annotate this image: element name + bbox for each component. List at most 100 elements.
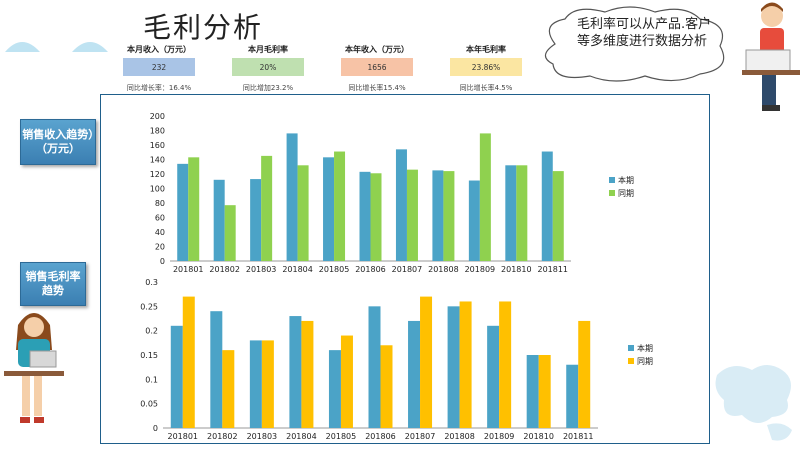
x-tick-label: 201804 (282, 265, 313, 274)
kpi-sub: 同比增加23.2% (242, 84, 294, 92)
y-tick-label: 0 (160, 257, 165, 266)
bar-previous (552, 171, 564, 261)
x-tick-label: 201809 (484, 432, 515, 441)
bar-current (170, 325, 183, 428)
legend-swatch (609, 190, 615, 196)
x-tick-label: 201803 (246, 265, 277, 274)
x-tick-label: 201810 (523, 432, 554, 441)
bar-current (177, 163, 189, 261)
x-tick-label: 201806 (355, 265, 386, 274)
bar-previous (297, 165, 309, 261)
bar-current (541, 151, 553, 261)
bar-current (289, 316, 302, 428)
kpi-sub: 同比增长率：16.4% (126, 84, 192, 92)
kpi-value: 1656 (341, 58, 413, 76)
x-tick-label: 201801 (173, 265, 204, 274)
bar-previous (340, 335, 353, 428)
bar-current (566, 364, 579, 428)
y-tick-label: 40 (155, 228, 165, 237)
bar-current (368, 306, 381, 428)
kpi-label: 本年收入（万元） (345, 45, 409, 54)
thought-cloud (544, 6, 725, 82)
y-tick-label: 60 (155, 214, 165, 223)
y-tick-label: 180 (150, 127, 165, 136)
page-title: 毛利分析 (143, 11, 264, 44)
y-tick-label: 0.1 (145, 375, 158, 384)
person-with-laptop-illustration (742, 2, 800, 111)
y-tick-label: 0.05 (140, 400, 158, 409)
bar-current (359, 171, 371, 261)
bar-previous (538, 355, 551, 428)
legend-label: 同期 (618, 189, 634, 198)
legend-swatch (609, 177, 615, 183)
kpi-label: 本年毛利率 (466, 45, 506, 54)
y-tick-label: 140 (150, 156, 165, 165)
x-tick-label: 201807 (392, 265, 423, 274)
y-tick-label: 160 (150, 141, 165, 150)
legend-label: 本期 (637, 343, 653, 353)
chart-frame: 0 20 40 60 80 100 120 140 160 180 200 201801 201802 2… (100, 94, 710, 444)
bar-current (505, 165, 517, 261)
bar-current (447, 306, 460, 428)
world-map-decoration (715, 365, 792, 441)
x-tick-label: 201805 (319, 265, 350, 274)
bar-previous (334, 151, 346, 261)
bar-current (249, 340, 262, 428)
x-tick-label: 201811 (537, 265, 568, 274)
cloud-text: 毛利率可以从产品.客户等多维度进行数据分析 (577, 17, 712, 49)
bar-current (526, 355, 539, 428)
x-tick-label: 201809 (465, 265, 496, 274)
legend-swatch (628, 345, 634, 351)
y-tick-label: 120 (150, 170, 165, 179)
revenue-trend-button[interactable]: 销售收入趋势）（万元） (20, 119, 96, 165)
y-tick-label: 0 (153, 424, 158, 433)
bar-current (213, 179, 225, 261)
bar-previous (499, 301, 512, 428)
y-tick-label: 20 (155, 243, 165, 252)
x-tick-label: 201802 (207, 432, 238, 441)
bar-current (395, 149, 407, 261)
x-tick-label: 201808 (444, 432, 475, 441)
bar-current (487, 325, 500, 428)
kpi-sub: 同比增长率15.4% (348, 84, 406, 92)
x-tick-label: 201803 (247, 432, 278, 441)
x-tick-label: 201808 (428, 265, 459, 274)
bar-previous (182, 296, 195, 428)
bar-previous (380, 345, 393, 428)
margin-trend-button[interactable]: 销售毛利率趋势 (20, 262, 86, 306)
x-tick-label: 201806 (365, 432, 396, 441)
x-tick-label: 201807 (405, 432, 436, 441)
kpi-value: 20% (232, 58, 304, 76)
x-tick-label: 201802 (209, 265, 240, 274)
bar-previous (301, 320, 314, 428)
x-tick-label: 201801 (167, 432, 198, 441)
bar-current (328, 350, 341, 428)
legend-swatch (628, 358, 634, 364)
bar-previous (516, 165, 528, 261)
bar-current (432, 170, 444, 261)
kpi-sub: 同比增长率4.5% (459, 84, 513, 92)
x-tick-label: 201810 (501, 265, 532, 274)
bar-previous (222, 350, 235, 428)
bar-current (323, 157, 335, 261)
kpi-value: 232 (123, 58, 195, 76)
bar-previous (578, 320, 591, 428)
bar-previous (224, 205, 236, 261)
x-tick-label: 201804 (286, 432, 317, 441)
woman-with-laptop-illustration (4, 313, 64, 423)
y-tick-label: 0.25 (140, 302, 158, 311)
y-tick-label: 100 (150, 185, 165, 194)
y-tick-label: 0.3 (145, 278, 158, 287)
bar-previous (420, 296, 433, 428)
legend-label: 本期 (618, 175, 634, 185)
bar-previous (261, 340, 274, 428)
bar-current (286, 133, 298, 261)
y-tick-label: 0.2 (145, 327, 158, 336)
bar-previous (370, 173, 382, 261)
bar-previous (188, 157, 200, 261)
kpi-value: 23.86% (450, 58, 522, 76)
bar-previous (479, 133, 491, 261)
bar-previous (261, 155, 273, 261)
y-tick-label: 80 (155, 199, 165, 208)
bar-current (250, 179, 262, 261)
